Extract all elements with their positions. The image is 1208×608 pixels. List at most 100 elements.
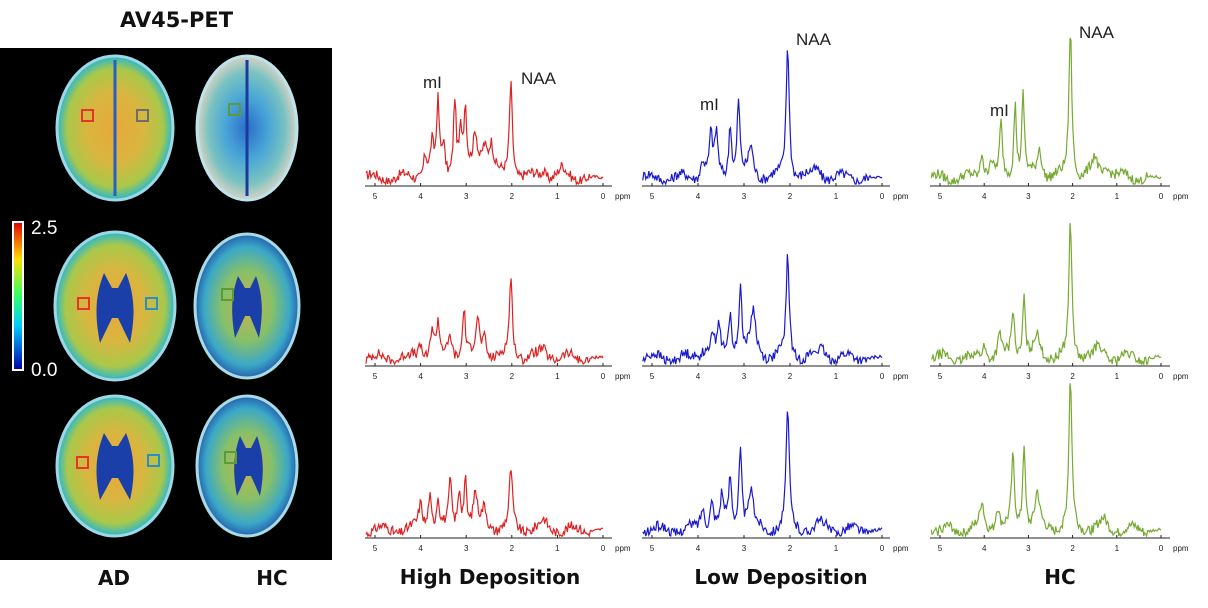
colorbar-max-label: 2.5: [31, 218, 58, 239]
axis-unit-label: ppm: [615, 372, 631, 381]
axis-tick-label: 1: [555, 544, 560, 553]
axis-tick-label: 3: [742, 544, 747, 553]
colorbar-min-label: 0.0: [31, 360, 58, 381]
axis-tick-label: 2: [510, 372, 515, 381]
peak-label-mi: mI: [423, 73, 442, 92]
axis-tick-label: 0: [601, 372, 606, 381]
spectrum-line: [930, 37, 1162, 186]
spectrum-line: [642, 411, 883, 538]
axis-tick-label: 2: [788, 192, 793, 201]
spectrum-c1-r0: 5 4 3 2 1 0 ppm: [642, 50, 909, 201]
axis-tick-label: 2: [788, 544, 793, 553]
axis-tick-label: 0: [1159, 372, 1164, 381]
axis-tick-label: 1: [834, 192, 839, 201]
spectrum-c0-r2: 5 4 3 2 1 0 ppm: [365, 470, 631, 553]
axis-tick-label: 1: [1115, 544, 1120, 553]
pet-col-label-ad: AD: [97, 566, 131, 590]
axis-tick-label: 5: [938, 372, 943, 381]
peak-label-naa: NAA: [1079, 23, 1115, 42]
axis-tick-label: 5: [373, 192, 378, 201]
axis-tick-label: 2: [1070, 372, 1075, 381]
axis-tick-label: 3: [1026, 192, 1031, 201]
spectrum-c2-r1: 5 4 3 2 1 0 ppm: [930, 223, 1189, 381]
axis-tick-label: 4: [696, 372, 701, 381]
axis-tick-label: 1: [555, 372, 560, 381]
axis-tick-label: 0: [880, 372, 885, 381]
axis-tick-label: 1: [1115, 192, 1120, 201]
peak-label-mi: mI: [990, 101, 1009, 120]
axis-tick-label: 5: [938, 544, 943, 553]
axis-tick-label: 5: [650, 192, 655, 201]
spectra-col-label-low: Low Deposition: [694, 565, 868, 589]
axis-tick-label: 4: [696, 544, 701, 553]
axis-tick-label: 2: [510, 544, 515, 553]
hc-slice-1: [195, 54, 299, 202]
axis-tick-label: 1: [834, 372, 839, 381]
axis-tick-label: 4: [982, 192, 987, 201]
axis-tick-label: 0: [601, 192, 606, 201]
axis-tick-label: 5: [373, 372, 378, 381]
axis-tick-label: 3: [742, 372, 747, 381]
axis-unit-label: ppm: [1173, 372, 1189, 381]
pet-title: AV45-PET: [120, 8, 234, 32]
axis-unit-label: ppm: [893, 544, 909, 553]
pet-brain-slices: [12, 54, 301, 538]
axis-tick-label: 3: [1026, 372, 1031, 381]
axis-tick-label: 1: [555, 192, 560, 201]
spectrum-c0-r0: 5 4 3 2 1 0 ppm: [365, 81, 631, 201]
pet-image-panel: [0, 48, 332, 560]
peak-label-naa: NAA: [521, 69, 557, 88]
axis-tick-label: 0: [880, 192, 885, 201]
axis-tick-label: 2: [1070, 192, 1075, 201]
axis-tick-label: 4: [982, 544, 987, 553]
peak-label-mi: mI: [700, 95, 719, 114]
spectrum-line: [930, 383, 1162, 539]
axis-unit-label: ppm: [615, 192, 631, 201]
axis-tick-label: 4: [418, 372, 423, 381]
hc-slice-3: [195, 394, 299, 538]
axis-tick-label: 0: [601, 544, 606, 553]
axis-tick-label: 3: [464, 544, 469, 553]
axis-tick-label: 2: [788, 372, 793, 381]
spectrum-line: [365, 278, 604, 366]
axis-tick-label: 5: [938, 192, 943, 201]
spectra-col-label-hc: HC: [1044, 565, 1076, 589]
axis-tick-label: 0: [1159, 192, 1164, 201]
axis-unit-label: ppm: [1173, 544, 1189, 553]
spectrum-line: [931, 223, 1162, 367]
spectrum-c2-r0: 5 4 3 2 1 0 ppm: [930, 37, 1189, 201]
axis-tick-label: 1: [834, 544, 839, 553]
colorbar: [12, 221, 24, 371]
axis-tick-label: 2: [1070, 544, 1075, 553]
axis-tick-label: 5: [650, 372, 655, 381]
axis-tick-label: 5: [650, 544, 655, 553]
spectrum-line: [642, 50, 883, 186]
ad-slice-3: [55, 394, 175, 538]
axis-tick-label: 3: [1026, 544, 1031, 553]
spectrum-line: [365, 81, 604, 186]
hc-slice-2: [193, 232, 301, 380]
axis-tick-label: 4: [696, 192, 701, 201]
axis-unit-label: ppm: [893, 192, 909, 201]
spectrum-line: [642, 254, 883, 366]
axis-tick-label: 4: [418, 544, 423, 553]
spectrum-c2-r2: 5 4 3 2 1 0 ppm: [930, 383, 1189, 553]
axis-tick-label: 0: [1159, 544, 1164, 553]
axis-tick-label: 4: [982, 372, 987, 381]
axis-tick-label: 3: [742, 192, 747, 201]
peak-label-naa: NAA: [796, 30, 832, 49]
axis-unit-label: ppm: [1173, 192, 1189, 201]
ad-slice-1: [55, 54, 175, 202]
pet-col-label-hc: HC: [256, 566, 288, 590]
axis-tick-label: 1: [1115, 372, 1120, 381]
spectrum-c1-r1: 5 4 3 2 1 0 ppm: [642, 254, 909, 381]
axis-tick-label: 2: [510, 192, 515, 201]
axis-unit-label: ppm: [893, 372, 909, 381]
spectrum-line: [365, 470, 603, 538]
axis-unit-label: ppm: [615, 544, 631, 553]
axis-tick-label: 0: [880, 544, 885, 553]
spectrum-c0-r1: 5 4 3 2 1 0 ppm: [365, 278, 631, 381]
ad-slice-2: [53, 230, 177, 382]
spectrum-c1-r2: 5 4 3 2 1 0 ppm: [642, 411, 909, 553]
